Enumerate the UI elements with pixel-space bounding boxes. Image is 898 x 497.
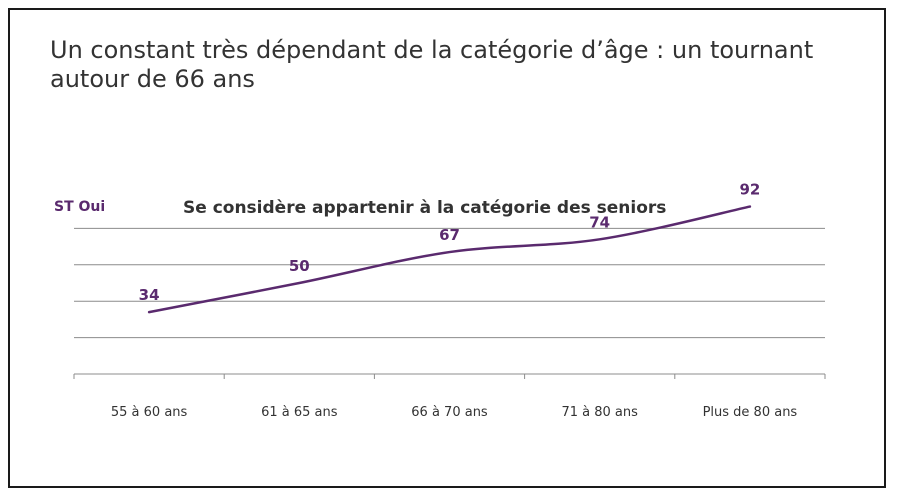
x-axis — [73, 373, 826, 379]
gridlines — [74, 227, 825, 339]
chart-title: Se considère appartenir à la catégorie d… — [183, 198, 666, 218]
x-tick-label: 66 à 70 ans — [411, 405, 488, 420]
data-labels: 34 50 67 74 92 — [139, 181, 761, 305]
series-line — [147, 205, 752, 314]
data-label: 74 — [589, 213, 610, 231]
slide-title: Un constant très dépendant de la catégor… — [50, 36, 814, 93]
x-tick-label: 61 à 65 ans — [261, 405, 338, 420]
x-tick-labels: 55 à 60 ans 61 à 65 ans 66 à 70 ans 71 à 80… — [111, 405, 798, 420]
data-label: 34 — [139, 286, 160, 304]
x-tick-label: 71 à 80 ans — [561, 405, 638, 420]
slide-frame — [8, 8, 886, 488]
data-label: 92 — [739, 181, 760, 199]
x-tick-label: 55 à 60 ans — [111, 405, 188, 420]
data-label: 50 — [289, 257, 310, 275]
series-label: ST Oui — [54, 199, 105, 215]
series-line-path — [147, 205, 752, 314]
x-tick-label: Plus de 80 ans — [703, 405, 798, 420]
data-label: 67 — [439, 226, 460, 244]
